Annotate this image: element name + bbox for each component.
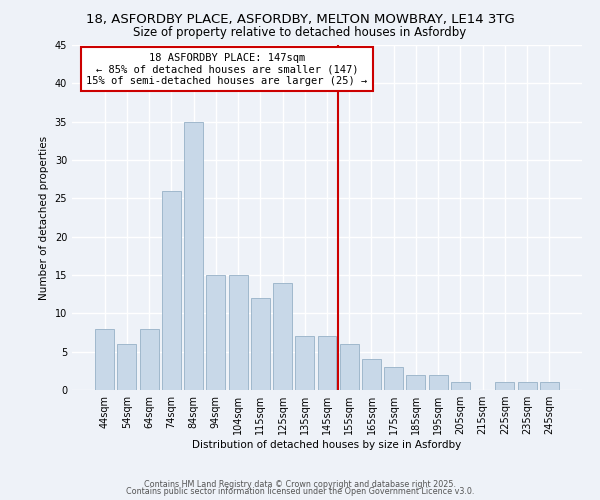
Text: 18, ASFORDBY PLACE, ASFORDBY, MELTON MOWBRAY, LE14 3TG: 18, ASFORDBY PLACE, ASFORDBY, MELTON MOW…	[86, 12, 514, 26]
Bar	[540, 382, 559, 390]
Text: Contains HM Land Registry data © Crown copyright and database right 2025.: Contains HM Land Registry data © Crown c…	[144, 480, 456, 489]
Bar	[229, 275, 248, 390]
Bar	[184, 122, 203, 390]
Bar	[362, 360, 381, 390]
Bar	[206, 275, 225, 390]
Bar	[518, 382, 536, 390]
Bar	[451, 382, 470, 390]
Bar	[95, 328, 114, 390]
Text: 18 ASFORDBY PLACE: 147sqm
← 85% of detached houses are smaller (147)
15% of semi: 18 ASFORDBY PLACE: 147sqm ← 85% of detac…	[86, 52, 368, 86]
Bar	[384, 367, 403, 390]
Bar	[295, 336, 314, 390]
Bar	[251, 298, 270, 390]
Bar	[340, 344, 359, 390]
Bar	[406, 374, 425, 390]
Text: Size of property relative to detached houses in Asfordby: Size of property relative to detached ho…	[133, 26, 467, 39]
Y-axis label: Number of detached properties: Number of detached properties	[39, 136, 49, 300]
Bar	[496, 382, 514, 390]
Bar	[429, 374, 448, 390]
Bar	[273, 282, 292, 390]
X-axis label: Distribution of detached houses by size in Asfordby: Distribution of detached houses by size …	[193, 440, 461, 450]
Bar	[317, 336, 337, 390]
Bar	[118, 344, 136, 390]
Bar	[162, 190, 181, 390]
Bar	[140, 328, 158, 390]
Text: Contains public sector information licensed under the Open Government Licence v3: Contains public sector information licen…	[126, 487, 474, 496]
